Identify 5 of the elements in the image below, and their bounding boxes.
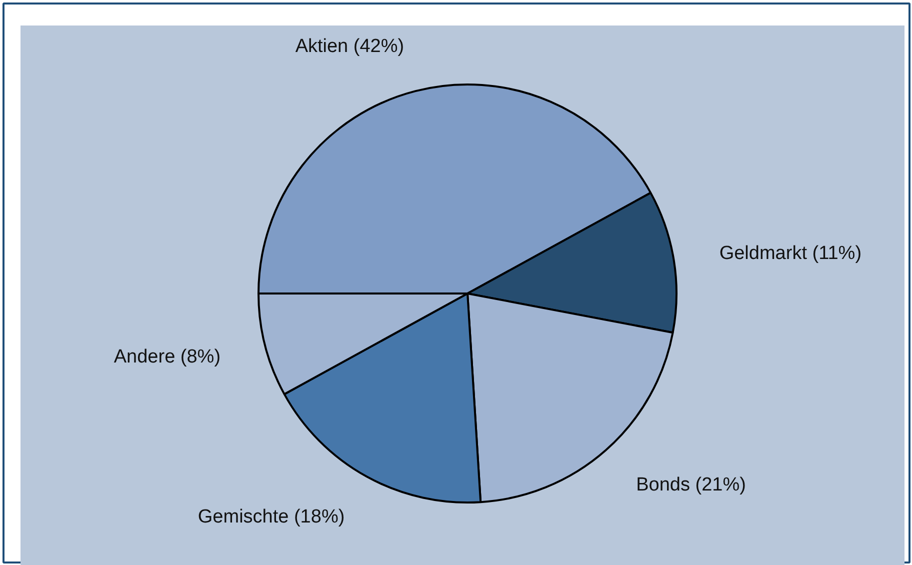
slice-label: Gemischte (18%) [198, 506, 345, 528]
slice-label: Bonds (21%) [636, 474, 746, 496]
slice-label: Andere (8%) [114, 346, 221, 368]
slice-label: Geldmarkt (11%) [719, 243, 862, 264]
slice-label: Aktien (42%) [295, 36, 404, 58]
